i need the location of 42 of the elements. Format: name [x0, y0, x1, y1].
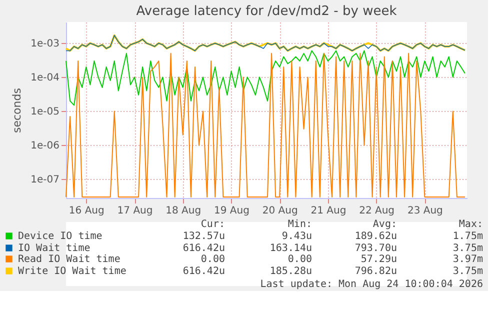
- line-series: [66, 52, 466, 198]
- text: Last update: Mon Aug 24 10:00:04 2026: [260, 279, 483, 290]
- line-series: [66, 50, 466, 106]
- text: 616.42u: [182, 243, 225, 254]
- text: 185.28u: [270, 266, 312, 277]
- text: 0.00: [200, 254, 225, 265]
- chart-title: Average latency for /dev/md2 - by week: [136, 4, 398, 19]
- text: 132.57u: [182, 231, 225, 242]
- text: 3.75m: [452, 243, 483, 254]
- text: 1.75m: [452, 231, 483, 242]
- legend-label: IO Wait time: [18, 243, 90, 254]
- text: 616.42u: [182, 266, 225, 277]
- text: Avg:: [372, 219, 397, 230]
- text: Max:: [458, 219, 483, 230]
- x-tick-label: 18 Aug: [166, 206, 202, 216]
- text: 793.70u: [354, 243, 397, 254]
- legend-label: Read IO Wait time: [18, 254, 120, 265]
- y-axis-title: seconds: [10, 88, 24, 133]
- x-tick-label: 19 Aug: [214, 206, 250, 216]
- text: 0.00: [288, 254, 312, 265]
- y-tick-label: 1e-07: [30, 174, 60, 186]
- y-tick-label: 1e-03: [30, 38, 60, 50]
- x-tick-label: 22 Aug: [359, 206, 395, 216]
- text: Min:: [288, 219, 312, 230]
- legend-label: Device IO time: [18, 231, 102, 242]
- x-tick-label: 21 Aug: [310, 206, 346, 216]
- x-tick-label: 20 Aug: [262, 206, 298, 216]
- text: 9.43u: [282, 231, 312, 242]
- y-tick-label: 1e-05: [30, 106, 60, 118]
- legend-label: Write IO Wait time: [18, 266, 126, 277]
- text: Cur:: [200, 219, 225, 230]
- text: 3.97m: [452, 254, 483, 265]
- x-tick-label: 17 Aug: [117, 206, 153, 216]
- text: 3.75m: [452, 266, 483, 277]
- text: 796.82u: [354, 266, 397, 277]
- x-tick-label: 16 Aug: [68, 206, 104, 216]
- y-tick-label: 1e-04: [30, 72, 60, 84]
- text: 163.14u: [270, 243, 312, 254]
- text: 189.62u: [354, 231, 397, 242]
- text: 57.29u: [360, 254, 397, 265]
- y-tick-label: 1e-06: [30, 140, 60, 152]
- x-tick-label: 23 Aug: [407, 206, 443, 216]
